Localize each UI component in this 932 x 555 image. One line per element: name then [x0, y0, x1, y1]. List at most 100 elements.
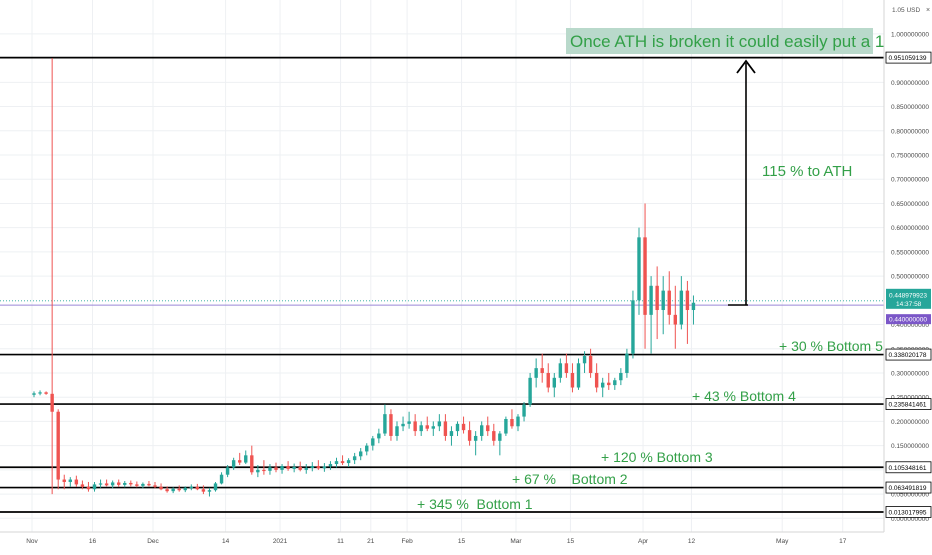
- candle-body: [407, 421, 411, 424]
- candle-body: [473, 435, 478, 441]
- candle-body: [461, 423, 466, 431]
- price-level-tag-label: 0.235841461: [889, 402, 927, 409]
- y-tick-label: 0.800000000: [891, 128, 929, 135]
- candle-body: [159, 486, 163, 490]
- candle-body: [365, 445, 369, 452]
- price-level-tag-label: 0.951059139: [889, 55, 927, 62]
- candle-body: [552, 377, 556, 388]
- candle-body: [225, 467, 230, 475]
- candle-body: [383, 414, 387, 434]
- candle-body: [213, 483, 218, 491]
- candle-body: [86, 486, 91, 490]
- currency-close-icon[interactable]: ×: [926, 7, 930, 14]
- candle-body: [177, 488, 181, 491]
- candle-body: [443, 421, 448, 436]
- candle-body: [38, 392, 42, 394]
- x-tick-label: Dec: [147, 538, 159, 545]
- y-tick-label: 0.200000000: [891, 419, 929, 426]
- y-tick-label: 0.750000000: [891, 153, 929, 160]
- candle-body: [667, 290, 671, 315]
- candle-body: [637, 237, 641, 301]
- y-tick-label: 0.850000000: [891, 104, 929, 111]
- y-tick-label: 0.150000000: [891, 443, 929, 450]
- candle-body: [286, 465, 290, 469]
- candle-body: [183, 487, 187, 491]
- candle-body: [153, 485, 157, 487]
- time-axis[interactable]: Nov 16 Dec 14 2021 11 21 Feb 15 Mar 15 Apr 12 May 17: [0, 531, 932, 550]
- y-tick-label: 0.650000000: [891, 201, 929, 208]
- x-tick-label: 11: [337, 538, 344, 545]
- candle-body: [631, 300, 635, 354]
- current-price-label: 0.448979923: [889, 292, 927, 299]
- to-ath-annotation: 115 % to ATH: [762, 163, 852, 180]
- candle-body: [528, 377, 532, 405]
- annotations: Once ATH is broken it could easily put a…: [417, 28, 910, 512]
- x-tick-label: Nov: [26, 538, 38, 545]
- candle-body: [534, 368, 538, 378]
- candle-body: [340, 461, 345, 464]
- candle-body: [110, 482, 115, 486]
- candle-body: [238, 460, 242, 463]
- x-tick-label: 2021: [273, 538, 288, 545]
- candle-body: [401, 423, 405, 427]
- y-tick-label: 0.550000000: [891, 249, 929, 256]
- candle-body: [92, 484, 97, 490]
- candle-body: [189, 486, 193, 489]
- candle-body: [201, 489, 206, 492]
- lilac-price-label: 0.440000000: [889, 317, 927, 324]
- headline-annotation: Once ATH is broken it could easily put a…: [570, 32, 910, 51]
- candle-body: [425, 425, 429, 429]
- price-level-tag-label: 0.013017995: [889, 510, 927, 517]
- x-tick-label: 21: [367, 538, 375, 545]
- candle-body: [522, 404, 526, 417]
- candle-body: [256, 469, 260, 473]
- candle-body: [316, 465, 321, 469]
- y-tick-label: 1.000000000: [891, 31, 929, 38]
- bottom1-annotation: + 345 % Bottom 1: [417, 496, 533, 512]
- candle-body: [492, 431, 496, 441]
- headline-background: [566, 28, 873, 54]
- candle-body: [165, 489, 169, 492]
- candle-body: [359, 451, 363, 457]
- x-tick-label: 12: [688, 538, 696, 545]
- candle-body: [661, 290, 665, 311]
- candle-body: [673, 314, 677, 325]
- candle-body: [171, 488, 175, 492]
- candle-body: [207, 490, 212, 492]
- candle-body: [601, 382, 605, 388]
- price-level-tag: [885, 506, 932, 518]
- candle-body: [141, 483, 145, 486]
- x-tick-label: 17: [839, 538, 847, 545]
- bottom4-annotation: + 43 % Bottom 4: [692, 388, 796, 404]
- candle-body: [129, 482, 133, 485]
- candle-body: [371, 438, 375, 446]
- bottom5-annotation: + 30 % Bottom 5: [779, 338, 883, 354]
- candle-body: [437, 421, 442, 427]
- candle-body: [68, 479, 72, 482]
- y-tick-label: 0.400000000: [891, 322, 929, 329]
- candle-body: [498, 433, 502, 441]
- candle-body: [625, 353, 629, 373]
- x-tick-label: 15: [458, 538, 466, 545]
- candle-body: [613, 380, 617, 386]
- horizontal-levels[interactable]: [0, 56, 884, 513]
- bottom3-annotation: + 120 % Bottom 3: [601, 449, 713, 465]
- price-level-tag: [885, 461, 932, 474]
- candle-body: [576, 363, 581, 388]
- candle-body: [280, 465, 284, 470]
- grid-lines: [0, 0, 884, 544]
- candle-body: [50, 393, 54, 412]
- candle-body: [649, 285, 653, 315]
- candle-body: [250, 455, 254, 473]
- candle-body: [467, 430, 472, 441]
- candle-body: [516, 416, 520, 427]
- price-level-tag-label: 0.063491819: [889, 485, 927, 492]
- price-axis[interactable]: 1.05 USD × 1.000000000 0.900000000 0.85000…: [883, 0, 932, 547]
- price-level-tag-label: 0.338020178: [889, 352, 927, 359]
- candle-body: [643, 237, 647, 315]
- candle-body: [322, 466, 327, 469]
- candle-body: [594, 372, 599, 388]
- x-tick-label: 15: [567, 538, 575, 545]
